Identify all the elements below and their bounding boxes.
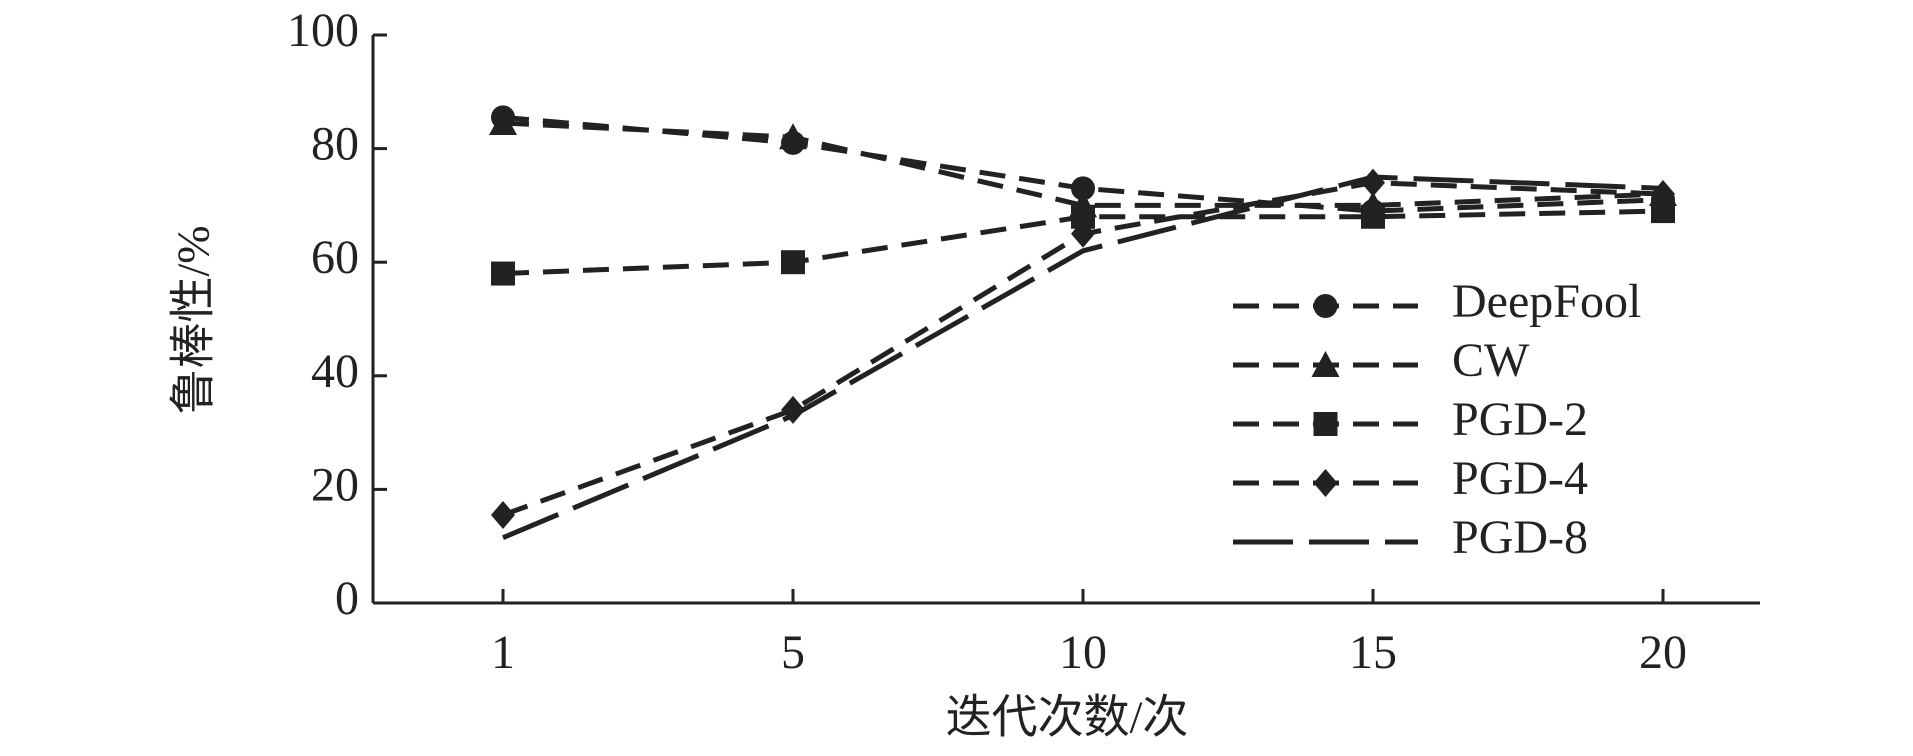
y-tick-label: 100	[287, 4, 359, 57]
legend-text: PGD-4	[1452, 452, 1588, 505]
x-tick-label: 15	[1349, 626, 1397, 679]
legend-text: PGD-8	[1452, 511, 1588, 564]
x-axis-label: 迭代次数/次	[946, 692, 1189, 743]
series-line	[502, 120, 1664, 208]
marker	[1071, 219, 1095, 248]
marker	[779, 123, 807, 150]
x-tick-label: 1	[491, 626, 515, 679]
y-tick-label: 60	[311, 231, 359, 284]
legend-text: PGD-2	[1452, 393, 1588, 446]
x-tick-label: 10	[1059, 626, 1107, 679]
marker	[491, 500, 515, 529]
y-tick-label: 80	[311, 118, 359, 171]
marker	[1311, 351, 1340, 377]
legend-text: DeepFool	[1452, 275, 1641, 328]
x-tick-label: 5	[781, 626, 805, 679]
marker	[1313, 469, 1338, 497]
y-axis-label: 鲁棒性/%	[168, 225, 219, 414]
marker	[1071, 176, 1095, 201]
marker	[781, 250, 805, 275]
series-line	[502, 174, 1664, 540]
y-tick-label: 20	[311, 458, 359, 511]
marker	[1361, 204, 1385, 229]
marker	[489, 109, 517, 136]
marker	[491, 261, 515, 286]
marker	[1313, 412, 1338, 436]
x-tick-label: 20	[1639, 626, 1687, 679]
y-tick-label: 0	[335, 572, 359, 625]
y-tick-label: 40	[311, 345, 359, 398]
marker	[1361, 168, 1385, 197]
legend-text: CW	[1452, 334, 1530, 387]
marker	[1313, 294, 1338, 318]
